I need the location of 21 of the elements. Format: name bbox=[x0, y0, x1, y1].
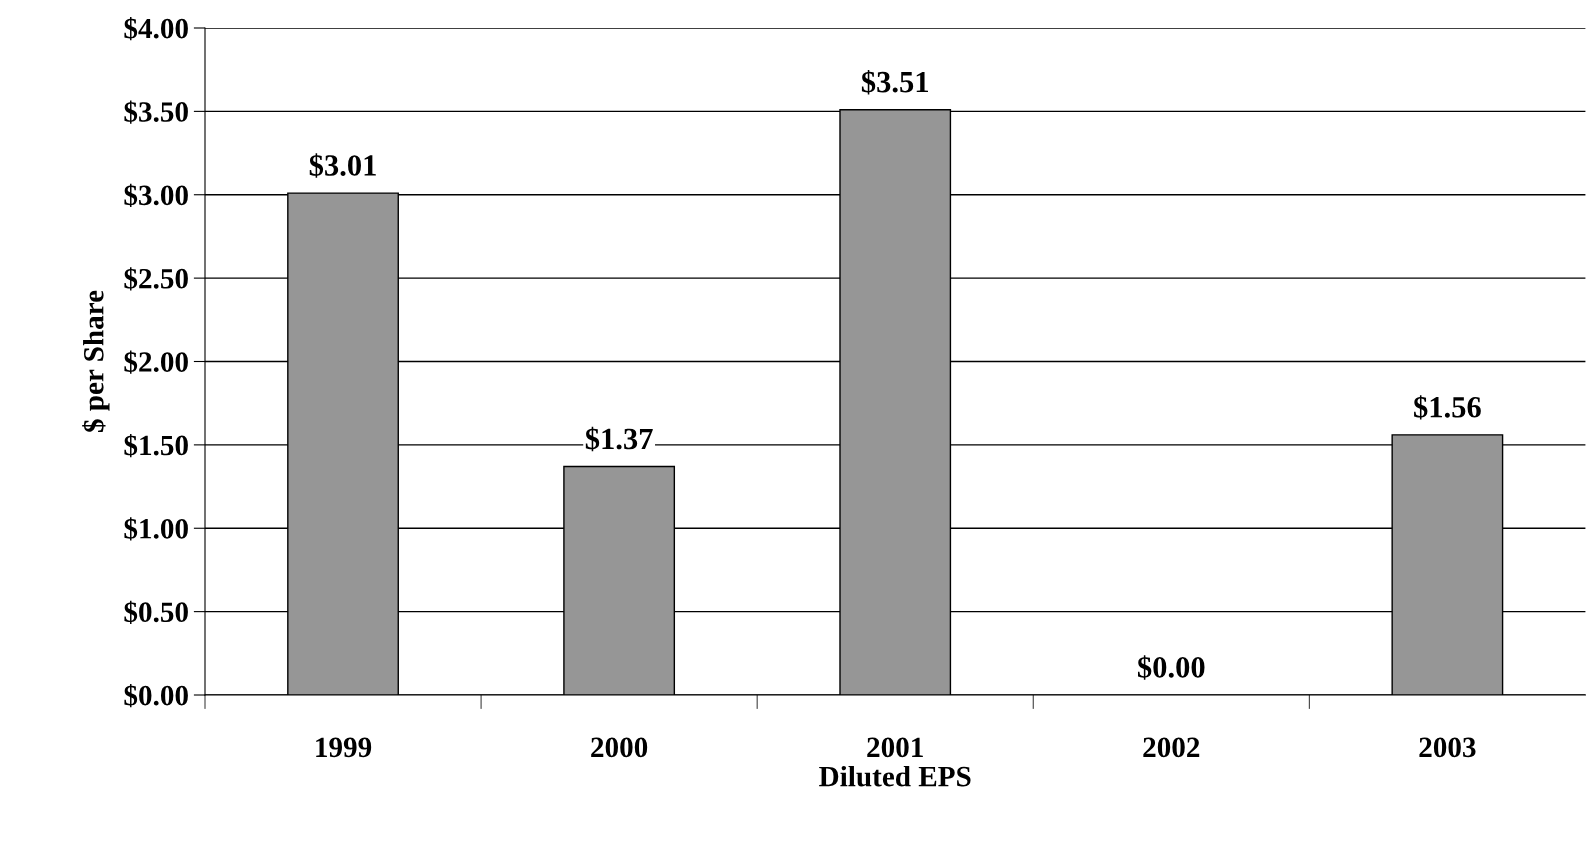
y-tick-label: $0.50 bbox=[124, 600, 188, 624]
x-tick-label: 1999 bbox=[316, 737, 372, 758]
y-tick-label: $1.00 bbox=[124, 517, 188, 541]
x-tick-label: 2003 bbox=[1419, 737, 1476, 758]
y-tick-label: $0.00 bbox=[124, 684, 188, 708]
x-tick-label: 2000 bbox=[591, 737, 648, 758]
data-label: $0.00 bbox=[1138, 655, 1205, 680]
data-label: $3.51 bbox=[861, 69, 928, 95]
y-tick-label: $3.00 bbox=[124, 183, 188, 208]
data-label: $1.56 bbox=[1414, 395, 1481, 420]
x-axis-title: Diluted EPS bbox=[819, 765, 971, 787]
y-tick-label: $4.00 bbox=[124, 17, 188, 41]
y-tick-label: $1.50 bbox=[124, 433, 188, 458]
x-tick-label: 2001 bbox=[867, 737, 923, 758]
data-label: $3.01 bbox=[309, 153, 376, 178]
y-tick-label: $3.50 bbox=[124, 100, 188, 124]
x-tick-label: 2002 bbox=[1143, 737, 1200, 758]
y-tick-label: $2.00 bbox=[124, 350, 188, 374]
y-axis-title: $ per Share bbox=[82, 290, 110, 433]
y-tick-label: $2.50 bbox=[124, 267, 188, 291]
data-label: $1.37 bbox=[585, 426, 653, 452]
